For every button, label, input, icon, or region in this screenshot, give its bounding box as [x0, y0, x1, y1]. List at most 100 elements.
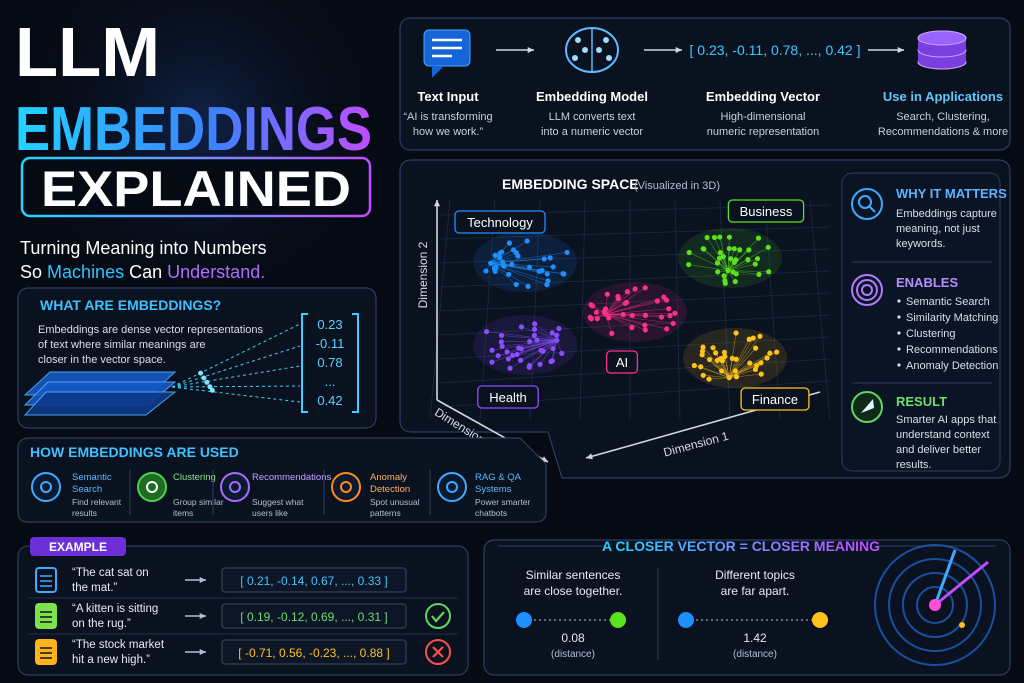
use-name: Semantic	[72, 472, 112, 483]
cluster-dot	[483, 328, 490, 335]
arrow-head	[586, 453, 593, 460]
icon-brain	[572, 55, 578, 61]
cluster-dot	[732, 278, 738, 285]
example-sentence: “The stock market	[72, 639, 165, 651]
axis-label: Dimension 2	[416, 241, 430, 308]
cluster-dot	[718, 355, 724, 362]
caption: Similar sentences	[526, 568, 621, 582]
cluster-dot	[513, 281, 519, 288]
cluster-link	[534, 328, 558, 341]
arrow-head	[527, 46, 534, 54]
grid	[479, 199, 496, 421]
bullet	[897, 315, 901, 319]
step-desc: “AI is transforming	[403, 111, 492, 123]
vector-value: -0.11	[316, 336, 345, 351]
cluster-dot	[549, 330, 555, 336]
panel	[483, 539, 1011, 676]
cluster-dot	[752, 261, 758, 267]
cluster-link	[605, 291, 628, 315]
cluster-dot	[488, 260, 494, 266]
cluster-link	[729, 362, 750, 378]
grid	[439, 226, 831, 240]
cluster-dot	[518, 324, 525, 330]
cluster-dot	[550, 264, 556, 270]
cluster-link	[703, 375, 730, 378]
cluster-dot	[766, 269, 772, 275]
cluster-dot	[711, 234, 718, 241]
arrow-head	[199, 576, 206, 584]
step-desc: numeric representation	[707, 126, 820, 138]
grid	[529, 199, 541, 421]
cluster-link	[534, 323, 558, 341]
cluster-dot	[733, 330, 739, 336]
distance: 1.42	[743, 631, 767, 645]
point	[812, 612, 828, 628]
cluster-dot	[658, 314, 665, 320]
cluster-dot	[732, 368, 738, 374]
cluster-dot	[733, 374, 740, 380]
cluster-link	[605, 296, 664, 315]
cluster-dot	[505, 356, 512, 362]
cluster-dot	[717, 250, 723, 256]
arrow-head	[433, 200, 441, 207]
cluster-dot	[547, 255, 553, 261]
bullet	[897, 363, 901, 367]
section-subtitle: (Visualized in 3D)	[634, 180, 720, 192]
use-icon	[31, 472, 61, 502]
cluster-link	[727, 249, 750, 271]
cluster-dot	[728, 256, 734, 262]
cluster-dot	[632, 286, 638, 292]
cluster-dot	[721, 273, 727, 279]
cluster-glow	[583, 282, 687, 342]
cluster-dot	[699, 352, 705, 358]
icon-db	[917, 49, 967, 58]
cluster-dot	[492, 252, 498, 258]
icon-brain	[596, 47, 602, 53]
cluster-dot	[601, 309, 607, 315]
cluster-dot	[593, 309, 600, 315]
point	[516, 612, 532, 628]
icon	[861, 284, 873, 296]
cluster-dot	[722, 280, 728, 286]
cluster-dot	[532, 321, 538, 327]
cluster-dot	[554, 332, 560, 338]
cluster-link	[605, 314, 646, 331]
cluster-link	[539, 340, 558, 365]
cluster-link	[709, 359, 730, 378]
example-sentence: “The cat sat on	[72, 567, 149, 579]
cluster-dot	[747, 360, 753, 366]
step-desc: into a numeric vector	[541, 126, 643, 138]
doc-icon	[35, 567, 57, 593]
icon	[861, 399, 874, 413]
side-title: WHY IT MATTERS	[896, 186, 1007, 201]
distance: 0.08	[561, 631, 585, 645]
cluster-dot	[726, 234, 732, 240]
cluster-link	[715, 352, 730, 378]
cluster-dot	[764, 355, 770, 361]
cluster-link	[708, 377, 730, 380]
bullet	[897, 331, 901, 335]
cluster-link	[688, 264, 729, 271]
cluster-dot	[489, 359, 495, 365]
side-text: results.	[896, 459, 931, 471]
use-desc: Power smarter	[475, 497, 530, 507]
cluster-link	[689, 252, 729, 271]
doc-icon	[35, 603, 57, 629]
cluster-label: Technology	[467, 215, 533, 230]
cluster-link	[605, 288, 636, 315]
radar	[959, 622, 965, 628]
title: EMBEDDINGS	[15, 95, 372, 164]
grid	[764, 199, 781, 421]
cluster-dot	[726, 375, 732, 381]
section-title: HOW EMBEDDINGS ARE USED	[30, 444, 239, 460]
cluster-dot	[550, 345, 556, 352]
cluster-dot	[654, 298, 660, 304]
icon-db	[917, 30, 967, 46]
step-desc: High-dimensional	[721, 111, 806, 123]
cluster-dot	[604, 291, 610, 297]
panel	[399, 17, 1011, 151]
cluster-dot	[714, 260, 721, 266]
icon	[856, 279, 878, 301]
